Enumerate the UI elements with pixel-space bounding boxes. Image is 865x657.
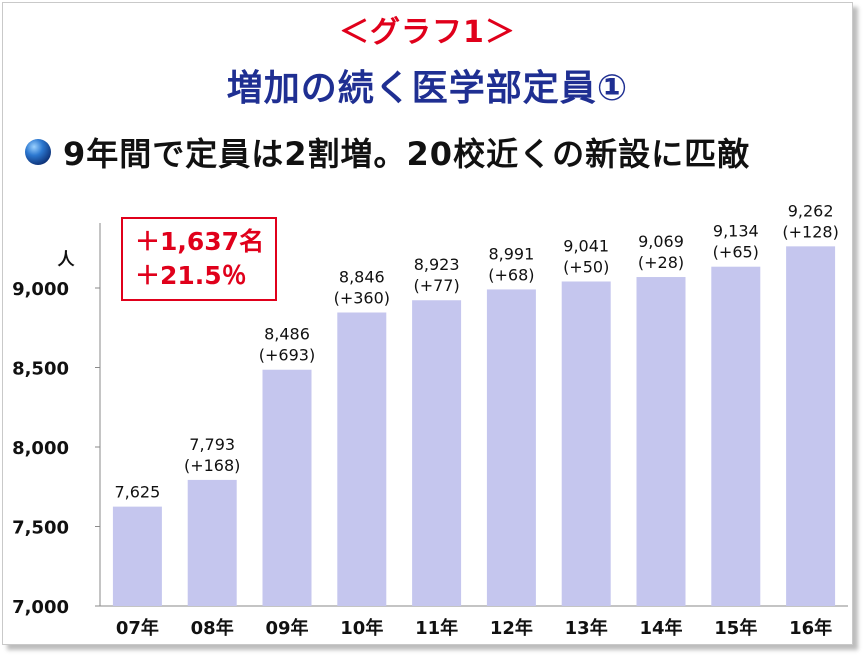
bullet-icon	[25, 139, 51, 165]
x-tick-label: 13年	[565, 617, 608, 639]
bar	[262, 369, 312, 606]
total-increase-percent: ＋21.5％	[135, 261, 247, 290]
x-tick-label: 16年	[789, 617, 832, 639]
x-tick-label: 07年	[116, 617, 159, 639]
y-tick-label: 8,000	[12, 438, 69, 459]
bar-value-label: 9,041	[563, 236, 609, 255]
bar	[187, 479, 237, 606]
bar	[786, 246, 836, 607]
x-tick-label: 09年	[265, 617, 308, 639]
bar-chart: 人 7,000 7,500 8,000 8,500 9,000 07年 7,625 08年 7,7…	[12, 201, 848, 639]
x-tick-label: 08年	[191, 617, 234, 639]
y-tick-label: 7,500	[12, 518, 69, 539]
bar-change-label: (+50)	[563, 257, 609, 276]
bar-value-label: 9,262	[788, 201, 834, 220]
bar	[412, 300, 462, 606]
bar	[337, 312, 387, 606]
bar	[636, 277, 686, 606]
page-title: 増加の続く医学部定員①	[226, 68, 629, 109]
bar	[486, 289, 536, 606]
graph-label: ＜グラフ1＞	[339, 15, 516, 50]
bar-value-label: 9,134	[713, 222, 759, 241]
bar-value-label: 8,991	[488, 244, 534, 263]
bar-change-label: (+360)	[334, 288, 390, 307]
x-tick-label: 12年	[490, 617, 533, 639]
bar	[112, 506, 162, 606]
subtitle-row: 9年間で定員は2割増。20校近くの新設に匹敵	[25, 129, 750, 175]
bar-value-label: 8,846	[339, 267, 385, 286]
bar-value-label: 8,486	[264, 325, 310, 344]
y-tick-label: 7,000	[12, 597, 69, 618]
x-tick-label: 10年	[340, 617, 383, 639]
bar-value-label: 7,793	[189, 435, 235, 454]
bar-change-label: (+68)	[488, 265, 534, 284]
y-tick-label: 9,000	[12, 279, 69, 300]
bar	[711, 266, 761, 606]
bar-change-label: (+77)	[413, 276, 459, 295]
bar-change-label: (+693)	[259, 346, 315, 365]
y-tick-label: 8,500	[12, 359, 69, 380]
total-increase-count: ＋1,637名	[135, 227, 265, 256]
y-axis-unit-label: 人	[58, 250, 76, 270]
bar-value-label: 8,923	[414, 255, 460, 274]
bar-value-label: 9,069	[638, 232, 684, 251]
x-tick-label: 15年	[714, 617, 757, 639]
bar-value-label: 7,625	[114, 483, 160, 502]
bar-change-label: (+168)	[184, 456, 240, 475]
total-increase-box: ＋1,637名 ＋21.5％	[121, 217, 277, 301]
bar-change-label: (+128)	[782, 222, 838, 241]
bar-change-label: (+65)	[713, 243, 759, 262]
subtitle: 9年間で定員は2割増。20校近くの新設に匹敵	[63, 135, 751, 173]
x-tick-label: 11年	[415, 617, 458, 639]
slide: ＜グラフ1＞ 増加の続く医学部定員① 9年間で定員は2割増。20校近くの新設に匹…	[2, 2, 853, 645]
bar-change-label: (+28)	[638, 253, 684, 272]
x-tick-label: 14年	[639, 617, 682, 639]
bar	[561, 281, 611, 606]
